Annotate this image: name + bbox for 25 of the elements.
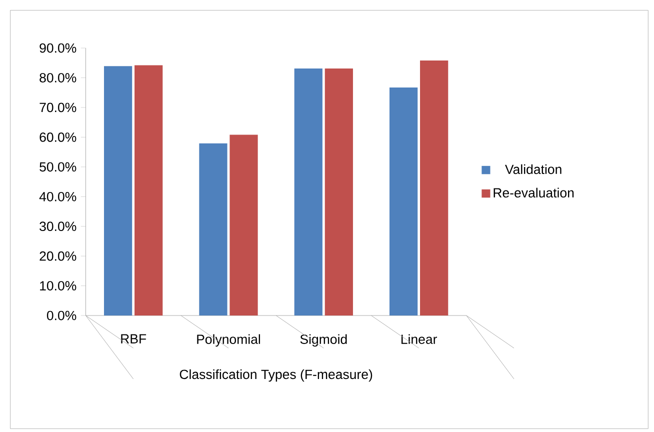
- y-tick-label: 50.0%: [40, 162, 76, 172]
- bar: [199, 143, 228, 316]
- legend-label: Re-evaluation: [494, 188, 574, 198]
- legend-label: Validation: [505, 164, 562, 174]
- x-axis-title: Classification Types (F-measure): [180, 369, 372, 382]
- y-tick-label: 0.0%: [46, 310, 76, 320]
- y-tick-label: 30.0%: [40, 222, 76, 231]
- x-tick-label: Linear: [401, 334, 438, 344]
- x-tick-label: RBF: [121, 334, 146, 344]
- bar: [104, 66, 132, 316]
- y-tick-label: 20.0%: [40, 251, 76, 261]
- y-tick-label: 90.0%: [40, 43, 76, 53]
- x-tick-label: Sigmoid: [300, 334, 347, 347]
- bar: [134, 65, 163, 316]
- bar: [324, 68, 353, 316]
- bar: [294, 68, 322, 316]
- y-tick-label: 60.0%: [40, 132, 76, 142]
- y-tick-label: 70.0%: [40, 102, 76, 112]
- y-tick-label: 40.0%: [39, 192, 76, 202]
- bar: [420, 60, 448, 316]
- y-tick-label: 80.0%: [40, 73, 76, 82]
- y-tick-label: 10.0%: [40, 281, 76, 290]
- bar: [389, 88, 418, 316]
- x-tick-label: Polynomial: [197, 334, 260, 347]
- bar: [230, 134, 258, 316]
